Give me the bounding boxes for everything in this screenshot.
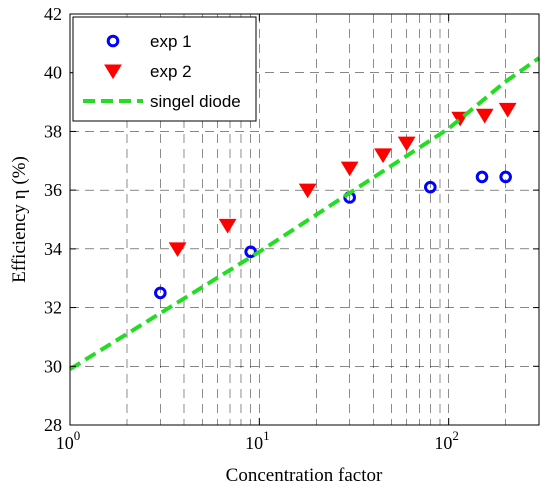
legend-box (72, 16, 257, 122)
y-tick-label: 28 (44, 415, 62, 435)
data-point (424, 180, 437, 194)
legend-label: singel diode (150, 92, 241, 111)
series-exp-2 (168, 102, 517, 258)
data-point (397, 136, 416, 152)
legend: exp 1 exp 2 singel diode (72, 16, 257, 122)
data-point (218, 218, 237, 234)
x-tick-label: 101 (245, 428, 270, 453)
y-tick-label: 36 (44, 180, 62, 200)
y-axis-title: Efficiency η (%) (9, 156, 30, 283)
y-tick-label: 30 (44, 356, 62, 376)
data-point (374, 148, 392, 164)
data-point (298, 183, 317, 199)
legend-label: exp 2 (150, 62, 192, 81)
y-tick-label: 38 (44, 121, 62, 141)
legend-marker (106, 34, 120, 48)
y-tick-label: 40 (44, 63, 62, 83)
x-axis-title: Concentration factor (226, 465, 383, 486)
data-point (244, 245, 257, 259)
data-point (340, 161, 359, 177)
series-singel-diode (68, 56, 541, 371)
legend-marker (104, 64, 122, 80)
data-series (68, 56, 541, 371)
data-point (475, 108, 494, 124)
data-point (475, 170, 489, 184)
data-point (168, 242, 187, 258)
plot-frame (69, 13, 540, 426)
data-point (154, 286, 167, 300)
y-tick-label: 32 (44, 298, 62, 318)
x-tick-label: 102 (434, 428, 459, 453)
data-point (498, 102, 517, 118)
y-tick-label: 34 (44, 239, 62, 259)
legend-label: exp 1 (150, 32, 192, 51)
data-point (499, 170, 512, 184)
series-line (68, 56, 541, 371)
y-tick-label: 42 (44, 4, 62, 24)
